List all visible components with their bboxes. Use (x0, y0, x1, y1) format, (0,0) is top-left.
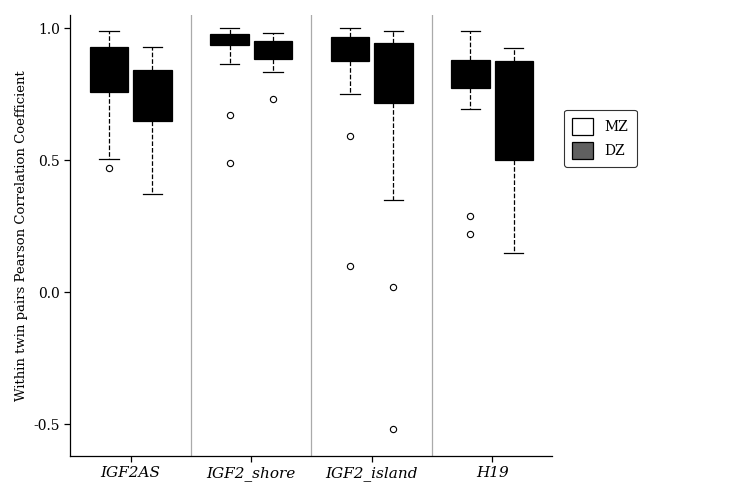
PathPatch shape (90, 47, 128, 92)
PathPatch shape (374, 43, 413, 103)
PathPatch shape (331, 37, 369, 61)
PathPatch shape (494, 61, 533, 160)
PathPatch shape (210, 34, 249, 45)
Legend: MZ, DZ: MZ, DZ (564, 110, 637, 167)
PathPatch shape (254, 41, 292, 59)
Y-axis label: Within twin pairs Pearson Correlation Coefficient: Within twin pairs Pearson Correlation Co… (15, 70, 28, 401)
PathPatch shape (133, 70, 172, 121)
PathPatch shape (452, 60, 490, 88)
